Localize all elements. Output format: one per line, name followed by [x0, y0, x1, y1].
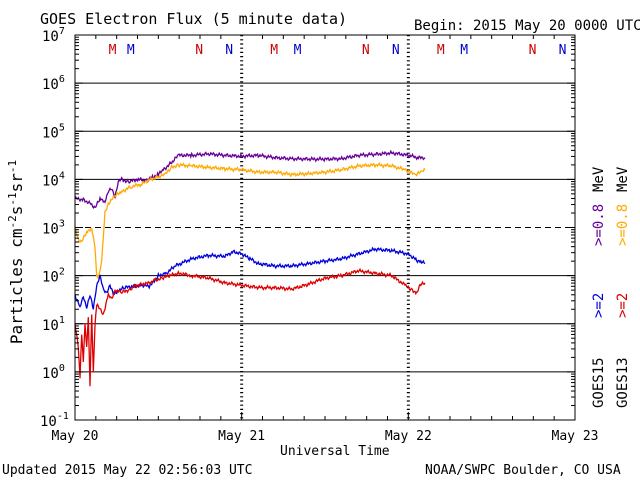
y-tick-label: 106 [42, 74, 65, 93]
marker-m-0: M [109, 43, 117, 58]
day-dividers [240, 35, 410, 420]
marker-m-8: M [437, 43, 445, 58]
legend-goes15: GOES15 [591, 357, 607, 408]
y-tick-label: 101 [42, 315, 65, 334]
legend-goes15-08mev: >=0.8 [591, 204, 607, 246]
marker-m-4: M [270, 43, 278, 58]
series-layer [74, 149, 426, 387]
marker-n-7: N [392, 43, 400, 58]
begin-date: Begin: 2015 May 20 0000 UTC [414, 18, 640, 34]
marker-n-3: N [225, 43, 233, 58]
x-tick-label: May 21 [218, 429, 265, 444]
x-tick-label: May 23 [552, 429, 599, 444]
legend: GOES15 GOES13 >=2 >=2 >=0.8 >=0.8 MeV Me… [591, 166, 631, 408]
y-axis-ticks: 10-1 100 101 102 103 104 105 106 107 [40, 26, 575, 430]
x-tick-label: May 20 [52, 429, 99, 444]
grid-lines [75, 82, 575, 373]
y-tick-label: 107 [42, 26, 65, 45]
series-line-1 [74, 161, 426, 279]
y-tick-label: 102 [42, 267, 65, 286]
marker-n-2: N [195, 43, 203, 58]
credit-line: NOAA/SWPC Boulder, CO USA [425, 463, 621, 478]
marker-m-9: M [460, 43, 468, 58]
chart-title: GOES Electron Flux (5 minute data) [40, 10, 347, 28]
y-tick-label: 104 [42, 170, 65, 189]
series-line-0 [74, 149, 426, 210]
legend-goes13-08mev: >=0.8 [615, 204, 631, 246]
legend-unit-goes13: MeV [615, 166, 631, 192]
legend-unit-goes15: MeV [591, 166, 607, 192]
x-tick-label: May 22 [385, 429, 432, 444]
marker-n-6: N [362, 43, 370, 58]
series-line-3 [74, 267, 426, 387]
marker-n-10: N [529, 43, 537, 58]
y-axis-label: Particles cm-2s-1sr-1 [6, 160, 26, 344]
marker-m-1: M [127, 43, 135, 58]
y-tick-label: 103 [42, 219, 65, 238]
x-axis-ticks: May 20 May 21 May 22 May 23 [52, 35, 599, 444]
legend-goes13-2mev: >=2 [615, 293, 631, 318]
legend-goes15-2mev: >=2 [591, 293, 607, 318]
y-tick-label: 10-1 [40, 411, 69, 430]
marker-n-11: N [559, 43, 567, 58]
series-line-2 [74, 246, 426, 310]
y-tick-label: 100 [42, 363, 65, 382]
x-axis-label: Universal Time [280, 444, 390, 459]
updated-timestamp: Updated 2015 May 22 02:56:03 UTC [2, 463, 252, 478]
legend-goes13: GOES13 [615, 357, 631, 408]
y-tick-label: 105 [42, 122, 65, 141]
marker-m-5: M [294, 43, 302, 58]
